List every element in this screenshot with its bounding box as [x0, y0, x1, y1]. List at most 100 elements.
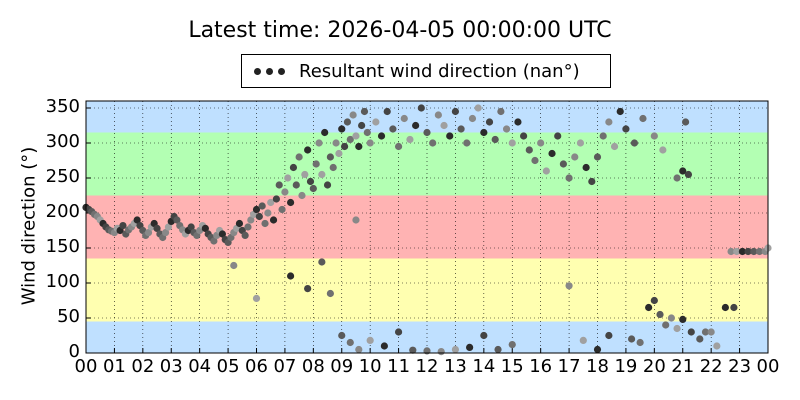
data-point — [605, 331, 613, 340]
data-point — [593, 153, 602, 161]
data-point — [247, 216, 255, 224]
data-point — [355, 345, 363, 354]
data-point — [144, 229, 153, 237]
data-point — [252, 294, 261, 302]
data-point — [491, 135, 499, 144]
data-point — [363, 128, 371, 137]
data-point — [721, 303, 729, 312]
data-point — [440, 121, 448, 130]
data-point — [468, 114, 477, 123]
x-tick-label: 10 — [358, 356, 382, 377]
chart-title: Latest time: 2026-04-05 00:00:00 UTC — [188, 18, 612, 43]
legend-label: Resultant wind direction (nan°) — [299, 60, 580, 82]
data-point — [451, 345, 460, 354]
data-point — [346, 135, 354, 144]
data-point — [275, 181, 283, 189]
data-point — [289, 163, 298, 172]
x-tick-label: 23 — [728, 356, 752, 377]
data-point — [525, 146, 533, 154]
data-point — [446, 132, 454, 140]
data-point — [429, 139, 437, 147]
data-point — [733, 247, 741, 256]
data-point — [346, 338, 354, 347]
data-point — [287, 272, 295, 280]
data-point — [394, 328, 403, 336]
y-tick-label: 100 — [45, 271, 80, 292]
data-point — [255, 212, 263, 221]
x-tick-label: 00 — [74, 356, 98, 377]
data-point — [326, 289, 334, 298]
data-point — [679, 315, 687, 323]
data-point — [437, 348, 445, 356]
data-point — [650, 296, 658, 305]
data-point — [639, 114, 647, 123]
data-point — [738, 247, 747, 256]
data-point — [210, 237, 218, 245]
data-point — [520, 132, 528, 140]
data-point — [571, 153, 579, 161]
data-point — [318, 170, 326, 179]
x-tick-label: 01 — [102, 356, 126, 377]
data-point — [466, 343, 474, 351]
x-tick-label: 05 — [216, 356, 240, 377]
data-point — [645, 303, 653, 312]
data-point — [241, 231, 249, 239]
data-point — [576, 139, 585, 147]
data-point — [312, 160, 320, 168]
data-point — [269, 216, 278, 224]
x-tick-label: 06 — [245, 356, 268, 377]
data-point — [389, 125, 397, 133]
data-point — [480, 331, 488, 340]
data-point — [423, 128, 431, 137]
data-point — [304, 285, 312, 293]
data-point — [412, 121, 420, 130]
data-point — [673, 174, 681, 182]
data-point — [681, 118, 690, 126]
data-point — [548, 149, 556, 158]
data-point — [656, 310, 664, 319]
x-tick-label: 22 — [699, 356, 723, 377]
data-point — [383, 107, 391, 116]
x-tick-label: 00 — [756, 356, 780, 377]
data-point — [750, 247, 758, 256]
data-point — [187, 223, 195, 231]
y-tick-label: 50 — [57, 306, 80, 327]
data-point — [264, 209, 272, 217]
y-tick-label: 350 — [45, 96, 80, 117]
data-point — [153, 224, 161, 232]
data-point — [292, 181, 300, 189]
data-point — [622, 125, 630, 133]
band-4 — [86, 101, 768, 133]
data-point — [309, 184, 317, 193]
data-point — [417, 104, 425, 112]
data-point — [673, 324, 681, 333]
data-point — [377, 132, 386, 140]
data-point — [579, 336, 587, 344]
data-point — [687, 328, 695, 336]
plot-frame — [85, 100, 769, 354]
data-point — [366, 139, 374, 147]
data-point — [406, 135, 414, 144]
data-point — [474, 104, 482, 112]
data-point — [329, 163, 337, 172]
data-point — [451, 107, 460, 116]
data-point — [244, 223, 252, 231]
data-point — [684, 170, 693, 179]
legend: Resultant wind direction (nan°) — [241, 54, 611, 88]
x-tick-label: 18 — [586, 356, 609, 377]
data-point — [355, 142, 363, 151]
data-point — [335, 149, 343, 158]
data-point — [304, 146, 312, 154]
data-point — [588, 177, 596, 186]
data-point — [278, 205, 286, 214]
data-point — [349, 111, 357, 119]
data-point — [616, 107, 624, 116]
data-point — [662, 321, 670, 329]
data-point — [315, 139, 323, 147]
data-point — [630, 139, 639, 147]
data-point — [326, 153, 334, 161]
data-point — [480, 128, 488, 137]
data-point — [659, 146, 667, 154]
data-point — [164, 223, 173, 231]
